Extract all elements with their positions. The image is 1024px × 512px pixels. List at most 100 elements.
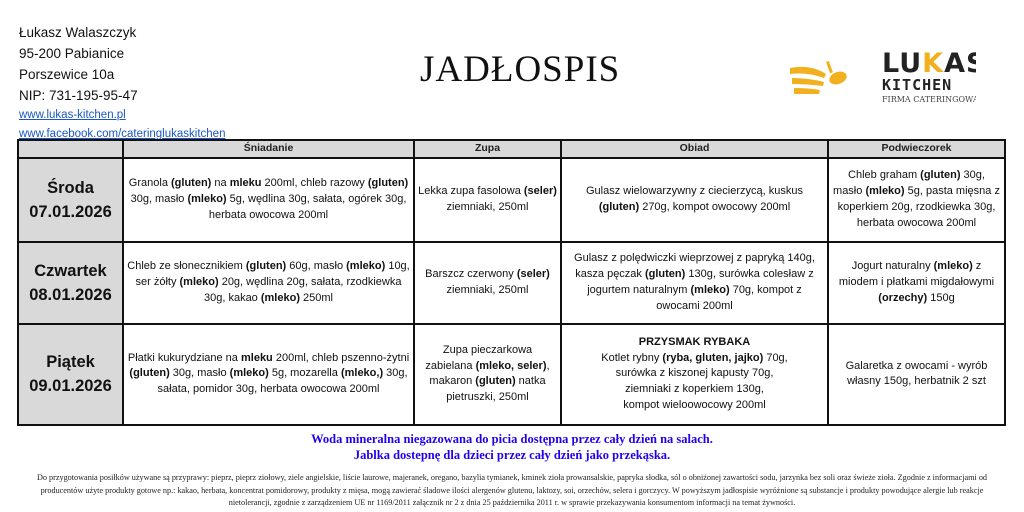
- allergen-text: (gluten): [245, 260, 287, 273]
- meal-text: 30g, sałata, pomidor 30g, herbata owocow…: [157, 367, 408, 396]
- meal-text: ziemniaki, 250ml: [446, 283, 529, 296]
- meal-text: 200ml, chleb razowy: [261, 177, 368, 190]
- allergen-text: (mleko): [933, 260, 973, 273]
- lukas-kitchen-logo: LUKAS KITCHEN FIRMA CATERINGOWA: [790, 44, 976, 105]
- meal-text: , makaron: [429, 359, 550, 388]
- cutlery-logo-icon: [790, 44, 854, 105]
- meal-text: 250ml: [299, 291, 334, 304]
- meal-text: surówka z kiszonej kapusty 70g,: [615, 367, 774, 380]
- company-name: Łukasz Walaszczyk: [19, 25, 137, 40]
- allergen-text: (mleko): [187, 192, 227, 205]
- allergen-footer: Do przygotowania posiłków używane są prz…: [36, 473, 988, 507]
- dinner-cell: Gulasz z polędwiczki wieprzowej z papryk…: [560, 240, 829, 325]
- meal-text: Chleb ze słonecznikiem: [127, 260, 246, 273]
- day-date: 09.01.2026: [29, 377, 112, 396]
- allergen-text: (gluten): [644, 268, 686, 280]
- meal-text: 60g, masło: [286, 260, 347, 273]
- dinner-cell: PRZYSMAK RYBAKA Kotlet rybny (ryba, glute…: [560, 322, 829, 426]
- day-name: Czwartek: [34, 261, 107, 280]
- meal-text: z miodem i płatkami migdałowymi: [838, 260, 995, 288]
- allergen-text: (mleko): [346, 260, 386, 273]
- meal-text: na: [211, 177, 230, 190]
- meal-text: 5g, wędlina 30g, sałata, ogórek 30g, her…: [208, 192, 407, 221]
- website-link[interactable]: www.lukas-kitchen.pl: [19, 109, 126, 121]
- allergen-text: (gluten): [171, 177, 212, 190]
- allergen-text: (gluten): [367, 177, 409, 190]
- meal-text: Lekka zupa fasolowa: [418, 185, 524, 197]
- allergen-text: (seler): [516, 268, 550, 280]
- meal-text: Granola: [128, 177, 171, 190]
- company-street: Porszewice 10a: [19, 67, 115, 82]
- allergen-text: (gluten): [475, 375, 516, 388]
- page-title: JADŁOSPIS: [420, 49, 621, 90]
- allergen-text: (gluten): [598, 200, 640, 213]
- day-cell: Środa 07.01.2026: [17, 156, 124, 243]
- day-name: Piątek: [46, 353, 95, 372]
- meal-text: 5g, pasta mięsna z koperkiem 20g, rzodki…: [837, 185, 1000, 229]
- meal-text: ziemniaki z koperkiem 130g,: [625, 383, 764, 396]
- allergen-text: (mleko): [690, 283, 730, 296]
- facebook-link[interactable]: www.facebook.com/cateringlukaskitchen: [19, 128, 226, 140]
- allergen-text: (gluten): [920, 169, 961, 182]
- day-date: 07.01.2026: [29, 202, 112, 221]
- meal-text: Kotlet rybny: [601, 351, 663, 364]
- svg-text:KITCHEN: KITCHEN: [882, 76, 952, 94]
- table-header-row: Śniadanie Zupa Obiad Podwieczorek: [17, 139, 1006, 159]
- allergen-text: (mleko): [179, 275, 219, 288]
- meal-text: 270g, kompot owocowy 200ml: [639, 200, 791, 213]
- allergen-text: PRZYSMAK RYBAKA: [638, 335, 751, 348]
- column-header-snack: Podwieczorek: [827, 139, 1006, 159]
- day-date: 08.01.2026: [29, 285, 112, 304]
- day-name: Środa: [47, 178, 94, 197]
- snack-cell: Jogurt naturalny (mleko) z miodem i płat…: [827, 240, 1006, 325]
- allergen-text: (seler): [523, 185, 557, 197]
- table-row: Czwartek 08.01.2026 Chleb ze słonecznikiem…: [17, 240, 1006, 325]
- meal-text: 130g, surówka colesław z jogurtem natura…: [587, 268, 814, 296]
- soup-cell: Zupa pieczarkowa zabielana (mleko, seler…: [413, 322, 562, 426]
- meal-text: Galaretka z owocami - wyrób własny 150g,…: [845, 359, 988, 388]
- notice-apples: Jablka dostepnę dla dzieci przez cały dz…: [353, 448, 671, 462]
- column-header-breakfast: Śniadanie: [122, 139, 415, 159]
- allergen-text: (ryba, gluten, jajko): [662, 351, 764, 364]
- allergen-text: (gluten): [129, 367, 170, 380]
- meal-text: ziemniaki, 250ml: [446, 200, 529, 213]
- meal-text: Jogurt naturalny: [851, 260, 934, 273]
- meal-text: Zupa pieczarkowa zabielana: [425, 343, 533, 372]
- table-row: Środa 07.01.2026 Granola (gluten) na mleku…: [17, 156, 1006, 243]
- menu-table: Śniadanie Zupa Obiad Podwieczorek Środa 0…: [17, 139, 1006, 426]
- meal-text: 5g, mozarella: [268, 367, 341, 380]
- meal-text: 30g, masło: [169, 367, 230, 380]
- company-address: Łukasz Walaszczyk 95-200 Pabianice Porsz…: [19, 22, 225, 144]
- meal-text: Barszcz czerwony: [425, 268, 517, 280]
- allergen-text: (mleko): [229, 367, 269, 380]
- notices: Woda mineralna niegazowana do picia dost…: [0, 431, 1024, 463]
- soup-cell: Lekka zupa fasolowa (seler) ziemniaki, 2…: [413, 156, 562, 243]
- meal-text: 10g, ser żółty: [135, 260, 410, 288]
- meal-text: 70g,: [763, 351, 788, 364]
- meal-text: 30g, masło: [130, 192, 188, 205]
- allergen-text: (mleko, seler): [475, 359, 547, 372]
- meal-text: 200ml, chleb pszenno-żytni: [272, 351, 410, 364]
- snack-cell: Chleb graham (gluten) 30g, masło (mleko)…: [827, 156, 1006, 243]
- meal-text: 150g: [927, 291, 955, 304]
- meal-text: 30g, masło: [833, 169, 985, 197]
- meal-text: Chleb graham: [848, 169, 921, 182]
- column-header-day: [17, 139, 124, 159]
- meal-text: 20g, wędlina 20g, sałata, rzodkiewka 30g…: [203, 275, 402, 304]
- meal-text: natka pietruszki, 250ml: [446, 375, 546, 404]
- allergen-text: mleku: [229, 177, 262, 190]
- allergen-text: (mleko,): [340, 367, 384, 380]
- soup-cell: Barszcz czerwony (seler) ziemniaki, 250m…: [413, 240, 562, 325]
- breakfast-cell: Płatki kukurydziane na mleku 200ml, chle…: [122, 322, 415, 426]
- dinner-cell: Gulasz wielowarzywny z ciecierzycą, kusk…: [560, 156, 829, 243]
- snack-cell: Galaretka z owocami - wyrób własny 150g,…: [827, 322, 1006, 426]
- meal-text: Gulasz wielowarzywny z ciecierzycą, kusk…: [585, 185, 803, 197]
- svg-text:FIRMA CATERINGOWA: FIRMA CATERINGOWA: [882, 95, 976, 104]
- meal-text: kompot wieloowocowy 200ml: [623, 398, 766, 411]
- table-row: Piątek 09.01.2026 Płatki kukurydziane na m…: [17, 322, 1006, 426]
- company-city: 95-200 Pabianice: [19, 46, 125, 61]
- breakfast-cell: Granola (gluten) na mleku 200ml, chleb r…: [122, 156, 415, 243]
- meal-text: Płatki kukurydziane na: [127, 351, 241, 364]
- notice-water: Woda mineralna niegazowana do picia dost…: [311, 432, 713, 446]
- allergen-text: (mleko): [260, 291, 300, 304]
